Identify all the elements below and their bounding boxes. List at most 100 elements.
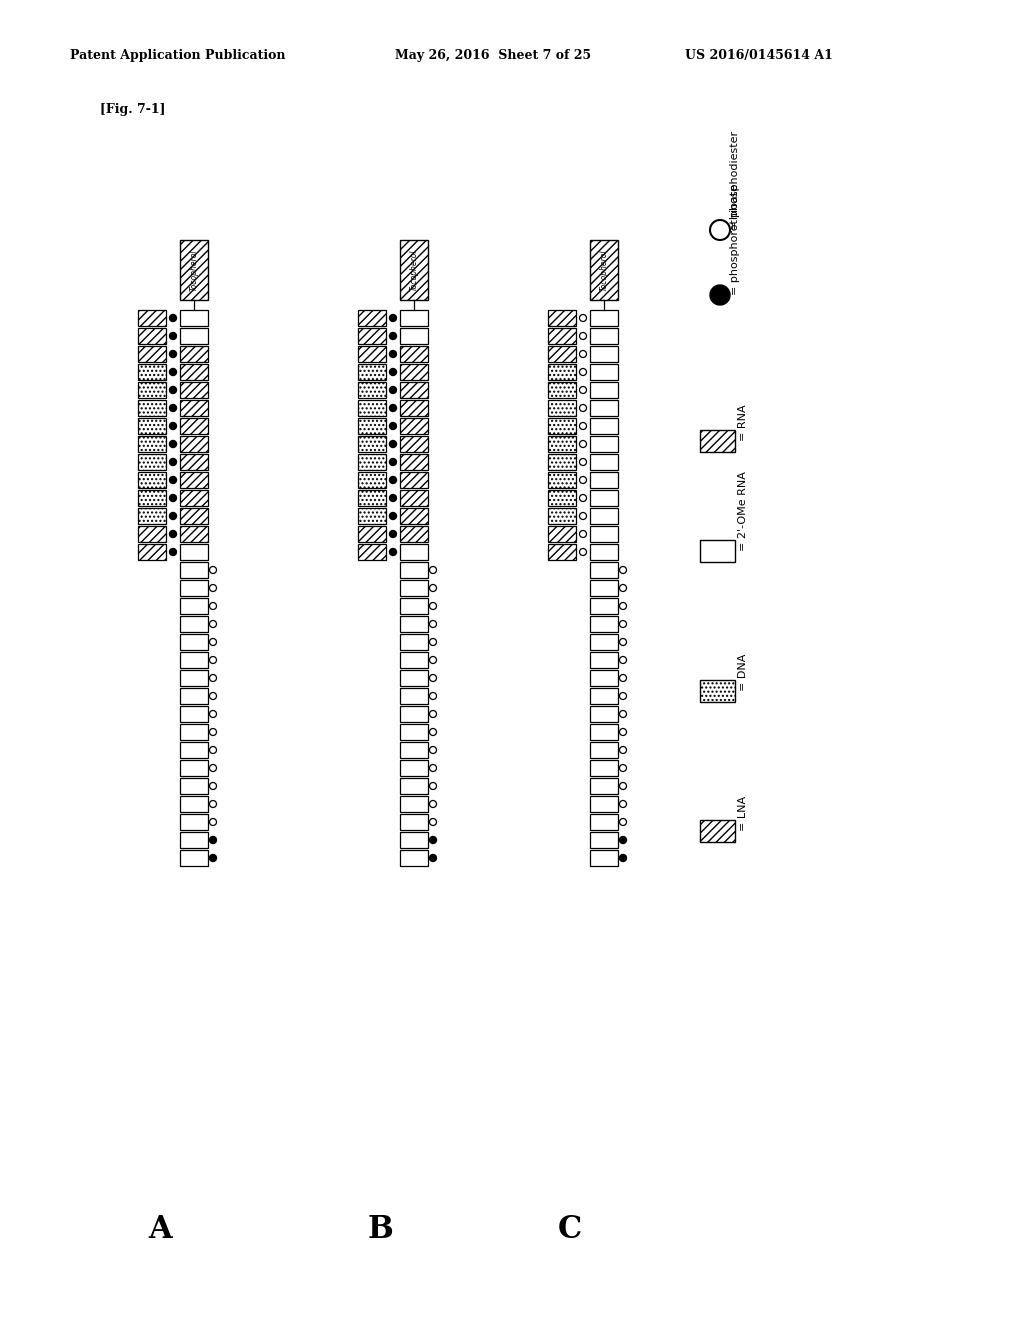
Bar (138, 544, 166, 560)
Bar (180, 240, 208, 300)
Bar (180, 760, 208, 776)
Bar (548, 473, 575, 488)
Bar (400, 490, 428, 506)
Bar (138, 473, 166, 488)
Bar (590, 742, 618, 758)
Bar (400, 310, 428, 326)
Circle shape (170, 531, 176, 537)
Text: Patent Application Publication: Patent Application Publication (70, 49, 286, 62)
Bar (400, 634, 428, 649)
Text: May 26, 2016  Sheet 7 of 25: May 26, 2016 Sheet 7 of 25 (395, 49, 591, 62)
Bar (400, 688, 428, 704)
Circle shape (620, 837, 627, 843)
Bar (358, 508, 386, 524)
Text: [Fig. 7-1]: [Fig. 7-1] (100, 103, 166, 116)
Bar (138, 454, 166, 470)
Circle shape (170, 441, 176, 447)
Circle shape (170, 387, 176, 393)
Bar (590, 688, 618, 704)
Bar (180, 562, 208, 578)
Bar (180, 436, 208, 451)
Bar (180, 473, 208, 488)
Bar (180, 544, 208, 560)
Bar (590, 777, 618, 795)
Circle shape (170, 404, 176, 412)
Bar (180, 364, 208, 380)
Bar (138, 508, 166, 524)
Bar (590, 508, 618, 524)
Bar (548, 418, 575, 434)
Circle shape (389, 351, 396, 358)
Bar (590, 240, 618, 300)
Bar (700, 820, 735, 842)
Bar (700, 540, 735, 562)
Circle shape (170, 351, 176, 358)
Bar (590, 579, 618, 597)
Bar (590, 832, 618, 847)
Bar (400, 777, 428, 795)
Bar (590, 671, 618, 686)
Circle shape (429, 837, 436, 843)
Bar (400, 381, 428, 399)
Circle shape (389, 422, 396, 429)
Bar (180, 525, 208, 543)
Bar (358, 454, 386, 470)
Bar (590, 814, 618, 830)
Bar (180, 579, 208, 597)
Bar (400, 742, 428, 758)
Circle shape (389, 314, 396, 322)
Bar (138, 346, 166, 362)
Bar (590, 544, 618, 560)
Text: A: A (148, 1214, 172, 1246)
Bar (358, 310, 386, 326)
Bar (400, 706, 428, 722)
Circle shape (389, 512, 396, 520)
Bar (548, 400, 575, 416)
Bar (358, 436, 386, 451)
Circle shape (170, 495, 176, 502)
Text: B: B (368, 1214, 393, 1246)
Circle shape (389, 441, 396, 447)
Bar (590, 652, 618, 668)
Bar (358, 473, 386, 488)
Bar (358, 400, 386, 416)
Bar (590, 525, 618, 543)
Circle shape (210, 837, 216, 843)
Circle shape (429, 854, 436, 862)
Bar (400, 400, 428, 416)
Bar (400, 327, 428, 345)
Bar (590, 562, 618, 578)
Circle shape (170, 458, 176, 466)
Text: Tocopherol: Tocopherol (410, 249, 419, 290)
Bar (400, 544, 428, 560)
Bar (180, 490, 208, 506)
Bar (700, 430, 735, 451)
Bar (590, 454, 618, 470)
Bar (590, 723, 618, 741)
Bar (590, 796, 618, 812)
Circle shape (389, 458, 396, 466)
Circle shape (620, 854, 627, 862)
Bar (590, 473, 618, 488)
Bar (590, 418, 618, 434)
Bar (400, 814, 428, 830)
Bar (548, 508, 575, 524)
Circle shape (389, 549, 396, 556)
Bar (138, 364, 166, 380)
Bar (548, 454, 575, 470)
Bar (400, 454, 428, 470)
Bar (590, 634, 618, 649)
Bar (180, 598, 208, 614)
Text: US 2016/0145614 A1: US 2016/0145614 A1 (685, 49, 833, 62)
Bar (400, 508, 428, 524)
Bar (138, 525, 166, 543)
Bar (590, 598, 618, 614)
Circle shape (170, 549, 176, 556)
Bar (180, 616, 208, 632)
Bar (180, 400, 208, 416)
Bar (548, 381, 575, 399)
Bar (138, 490, 166, 506)
Bar (400, 473, 428, 488)
Text: C: C (558, 1214, 582, 1246)
Bar (180, 418, 208, 434)
